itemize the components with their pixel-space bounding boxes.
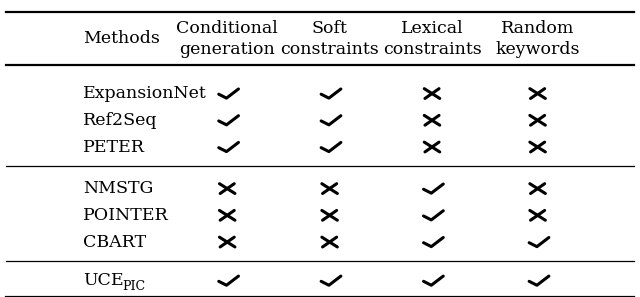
Text: Methods: Methods <box>83 30 160 47</box>
Text: Conditional
generation: Conditional generation <box>177 20 278 58</box>
Text: ExpansionNet: ExpansionNet <box>83 85 207 102</box>
Text: POINTER: POINTER <box>83 207 169 224</box>
Text: NMSTG: NMSTG <box>83 180 154 197</box>
Text: Soft
constraints: Soft constraints <box>280 20 379 58</box>
Text: CBART: CBART <box>83 233 147 251</box>
Text: PETER: PETER <box>83 138 145 156</box>
Text: Ref2Seq: Ref2Seq <box>83 112 157 129</box>
Text: Random
keywords: Random keywords <box>495 20 580 58</box>
Text: PIC: PIC <box>122 279 145 293</box>
Text: UCE: UCE <box>83 272 124 289</box>
Text: Lexical
constraints: Lexical constraints <box>383 20 481 58</box>
